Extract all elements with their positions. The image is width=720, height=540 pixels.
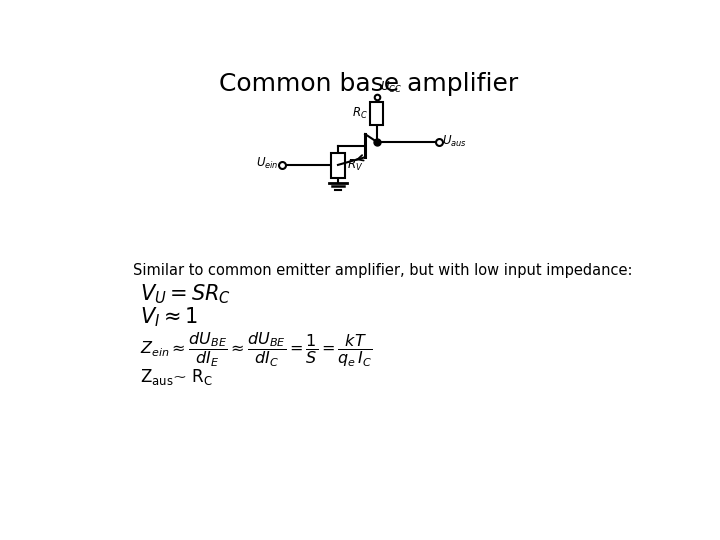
Bar <box>331 153 345 178</box>
Text: $V_U = SR_C$: $V_U = SR_C$ <box>140 282 232 306</box>
Text: $U_{ein}$: $U_{ein}$ <box>256 156 279 171</box>
Text: $R_C$: $R_C$ <box>352 106 368 121</box>
Text: Similar to common emitter amplifier, but with low input impedance:: Similar to common emitter amplifier, but… <box>132 264 632 279</box>
Text: $R_V$: $R_V$ <box>347 158 363 173</box>
Text: $Z_{ein} \approx \dfrac{dU_{BE}}{dI_E} \approx \dfrac{dU_{BE}}{dI_C} = \dfrac{1}: $Z_{ein} \approx \dfrac{dU_{BE}}{dI_E} \… <box>140 330 373 369</box>
Text: $U_{CC}$: $U_{CC}$ <box>380 80 402 95</box>
Text: $\mathrm{Z_{aus}}$~ $\mathrm{R_C}$: $\mathrm{Z_{aus}}$~ $\mathrm{R_C}$ <box>140 367 213 387</box>
Bar <box>370 102 383 125</box>
Text: Common base amplifier: Common base amplifier <box>220 72 518 97</box>
Text: $V_I \approx 1$: $V_I \approx 1$ <box>140 305 199 329</box>
Text: $U_{aus}$: $U_{aus}$ <box>442 134 467 150</box>
